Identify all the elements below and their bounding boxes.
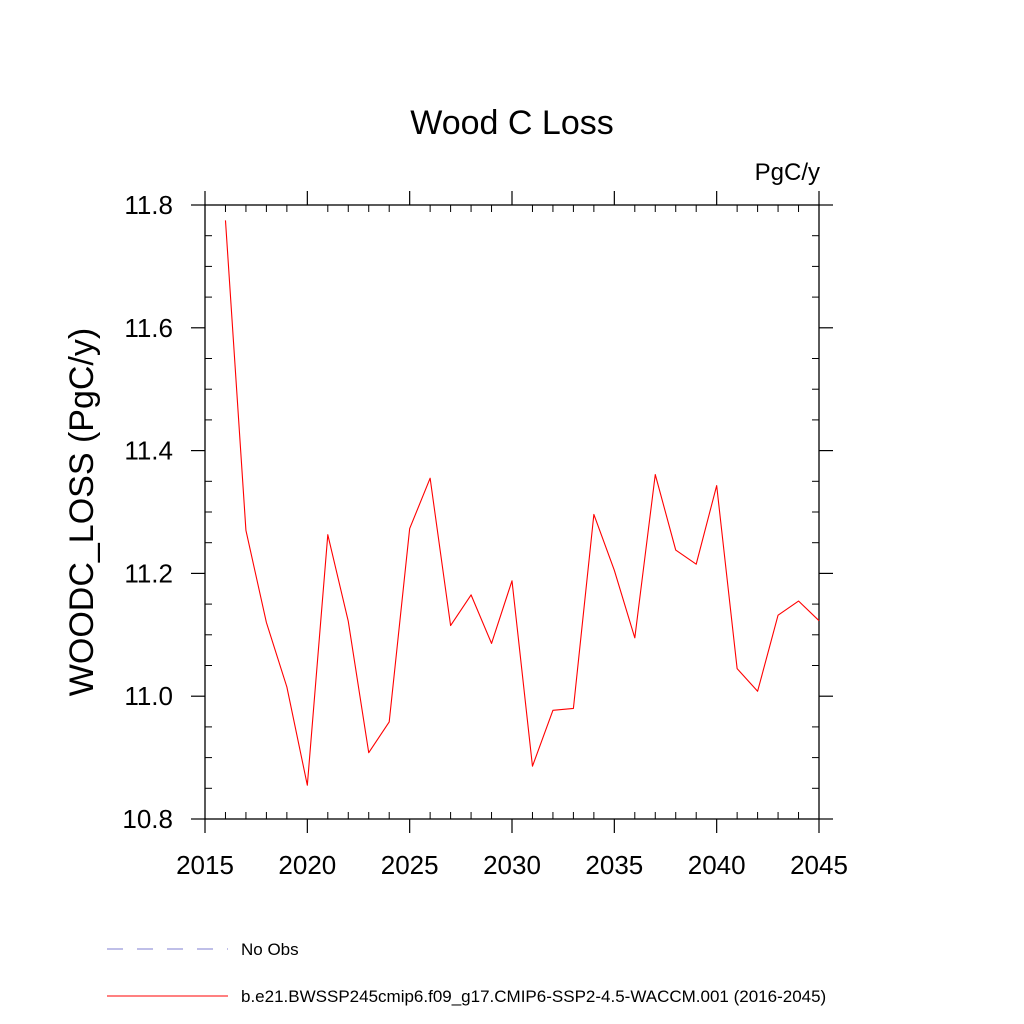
chart-title: Wood C Loss (410, 104, 613, 142)
x-tick-label: 2040 (688, 850, 746, 880)
y-tick-labels: 10.8 11.0 11.2 11.4 11.6 11.8 (122, 190, 173, 834)
y-axis-label: WOODC_LOSS (PgC/y) (63, 328, 101, 696)
y-tick-label: 11.0 (124, 681, 173, 711)
x-tick-label: 2045 (790, 850, 848, 880)
legend-label: No Obs (241, 940, 299, 959)
units-label: PgC/y (755, 159, 820, 186)
series-group (224, 220, 820, 786)
x-tick-label: 2025 (381, 850, 439, 880)
x-tick-label: 2020 (278, 850, 336, 880)
y-tick-label: 11.8 (124, 190, 173, 220)
series-line (224, 220, 820, 786)
y-tick-label: 11.4 (124, 436, 173, 466)
y-tick-label: 11.6 (124, 313, 173, 343)
legend: No Obs b.e21.BWSSP245cmip6.f09_g17.CMIP6-… (107, 940, 826, 1006)
y-tick-label: 10.8 (122, 804, 173, 834)
axis-ticks (191, 191, 833, 833)
x-tick-label: 2030 (483, 850, 541, 880)
y-tick-label: 11.2 (124, 558, 173, 588)
x-tick-labels: 2015 2020 2025 2030 2035 2040 2045 (176, 850, 848, 880)
legend-label: b.e21.BWSSP245cmip6.f09_g17.CMIP6-SSP2-4… (241, 987, 826, 1006)
plot-frame (204, 204, 820, 820)
x-tick-label: 2035 (585, 850, 643, 880)
x-tick-label: 2015 (176, 850, 234, 880)
